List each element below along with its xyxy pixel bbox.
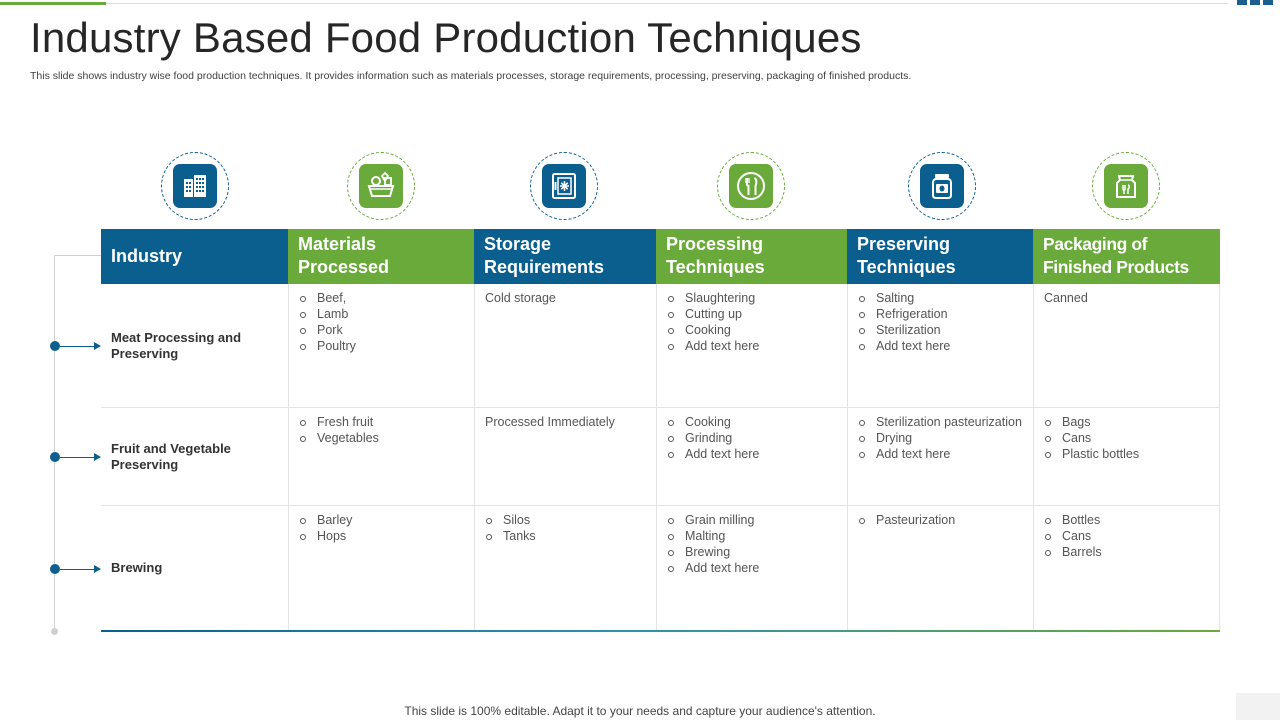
- list-item: Cooking: [667, 414, 837, 430]
- page-subtitle: This slide shows industry wise food prod…: [30, 70, 912, 82]
- list-item: Slaughtering: [667, 290, 837, 306]
- table-row: Fruit and Vegetable Preserving Fresh fru…: [101, 408, 1220, 506]
- list-item: Bottles: [1044, 512, 1209, 528]
- packaging-cell: Bags Cans Plastic bottles: [1033, 408, 1220, 505]
- header-materials: Materials Processed: [288, 229, 474, 284]
- materials-cell: Beef, Lamb Pork Poultry: [288, 284, 474, 407]
- list-item: Barley: [299, 512, 464, 528]
- list-item: Add text here: [667, 338, 837, 354]
- timeline-connector: [54, 255, 102, 256]
- materials-icon-badge: [347, 152, 415, 220]
- arrow-right-icon: [94, 453, 101, 461]
- list-item: Cutting up: [667, 306, 837, 322]
- list-item: Grinding: [667, 430, 837, 446]
- timeline-arrow-line: [60, 346, 94, 347]
- header-packaging: Packaging of Finished Products: [1033, 229, 1220, 284]
- jar-icon: [932, 174, 952, 199]
- preserving-cell: Sterilization pasteurization Drying Add …: [847, 408, 1033, 505]
- preserving-cell: Salting Refrigeration Sterilization Add …: [847, 284, 1033, 407]
- processing-icon-badge: [717, 152, 785, 220]
- list-item: Pasteurization: [858, 512, 1023, 528]
- list-item: Salting: [858, 290, 1023, 306]
- list-item: Beef,: [299, 290, 464, 306]
- list-item: Plastic bottles: [1044, 446, 1209, 462]
- list-item: Sterilization: [858, 322, 1023, 338]
- list-item: Silos: [485, 512, 646, 528]
- table-row: Meat Processing and Preserving Beef, Lam…: [101, 284, 1220, 408]
- packaging-icon-badge: [1092, 152, 1160, 220]
- building-icon: [184, 175, 206, 197]
- industry-cell: Fruit and Vegetable Preserving: [111, 440, 231, 472]
- list-item: Vegetables: [299, 430, 464, 446]
- header-storage: Storage Requirements: [474, 229, 656, 284]
- top-decoration: [1237, 0, 1273, 5]
- table-bottom-border: [101, 630, 1220, 632]
- list-item: Hops: [299, 528, 464, 544]
- industry-icon-badge: [161, 152, 229, 220]
- header-processing: Processing Techniques: [656, 229, 847, 284]
- storage-cell: Cold storage: [474, 284, 656, 407]
- freezer-safe-icon: [552, 173, 576, 199]
- top-accent-bar: [0, 2, 106, 5]
- packaging-cell: Canned: [1033, 284, 1220, 407]
- table-row: Brewing Barley Hops Silos Tanks Grain mi…: [101, 506, 1220, 630]
- food-basket-icon: [367, 171, 395, 197]
- timeline-arrow-line: [60, 457, 94, 458]
- storage-cell: Processed Immediately: [474, 408, 656, 505]
- arrow-right-icon: [94, 565, 101, 573]
- processing-cell: Grain milling Malting Brewing Add text h…: [656, 506, 847, 630]
- list-item: Bags: [1044, 414, 1209, 430]
- page-title: Industry Based Food Production Technique…: [30, 14, 862, 61]
- packaging-cell: Bottles Cans Barrels: [1033, 506, 1220, 630]
- list-item: Add text here: [667, 446, 837, 462]
- list-item: Add text here: [858, 446, 1023, 462]
- timeline-dot-brewing: [50, 564, 60, 574]
- list-item: Add text here: [858, 338, 1023, 354]
- list-item: Add text here: [667, 560, 837, 576]
- list-item: Refrigeration: [858, 306, 1023, 322]
- list-item: Tanks: [485, 528, 646, 544]
- timeline-line: [54, 256, 55, 632]
- timeline-dot-fruit: [50, 452, 60, 462]
- processing-cell: Cooking Grinding Add text here: [656, 408, 847, 505]
- list-item: Barrels: [1044, 544, 1209, 560]
- list-item: Poultry: [299, 338, 464, 354]
- corner-placeholder: [1236, 693, 1280, 720]
- list-item: Malting: [667, 528, 837, 544]
- industry-cell: Meat Processing and Preserving: [111, 329, 242, 361]
- table-header: Industry Materials Processed Storage Req…: [101, 229, 1220, 284]
- arrow-right-icon: [94, 342, 101, 350]
- preserving-icon-badge: [908, 152, 976, 220]
- list-item: Grain milling: [667, 512, 837, 528]
- list-item: Fresh fruit: [299, 414, 464, 430]
- timeline-end-dot: [51, 628, 58, 635]
- header-industry: Industry: [101, 229, 288, 284]
- preserving-cell: Pasteurization: [847, 506, 1033, 630]
- list-item: Brewing: [667, 544, 837, 560]
- list-item: Cans: [1044, 528, 1209, 544]
- plate-cutlery-icon: [737, 172, 765, 200]
- top-divider: [0, 3, 1228, 4]
- processing-cell: Slaughtering Cutting up Cooking Add text…: [656, 284, 847, 407]
- list-item: Sterilization pasteurization: [858, 414, 1023, 430]
- header-preserving: Preserving Techniques: [847, 229, 1033, 284]
- timeline-dot-meat: [50, 341, 60, 351]
- storage-cell: Silos Tanks: [474, 506, 656, 630]
- food-bag-icon: [1116, 175, 1136, 198]
- storage-icon-badge: [530, 152, 598, 220]
- list-item: Pork: [299, 322, 464, 338]
- list-item: Drying: [858, 430, 1023, 446]
- list-item: Cooking: [667, 322, 837, 338]
- timeline-arrow-line: [60, 569, 94, 570]
- list-item: Cans: [1044, 430, 1209, 446]
- production-table: Industry Materials Processed Storage Req…: [101, 229, 1220, 632]
- materials-cell: Fresh fruit Vegetables: [288, 408, 474, 505]
- footer-note: This slide is 100% editable. Adapt it to…: [404, 704, 876, 718]
- list-item: Lamb: [299, 306, 464, 322]
- industry-cell: Brewing: [111, 560, 163, 575]
- materials-cell: Barley Hops: [288, 506, 474, 630]
